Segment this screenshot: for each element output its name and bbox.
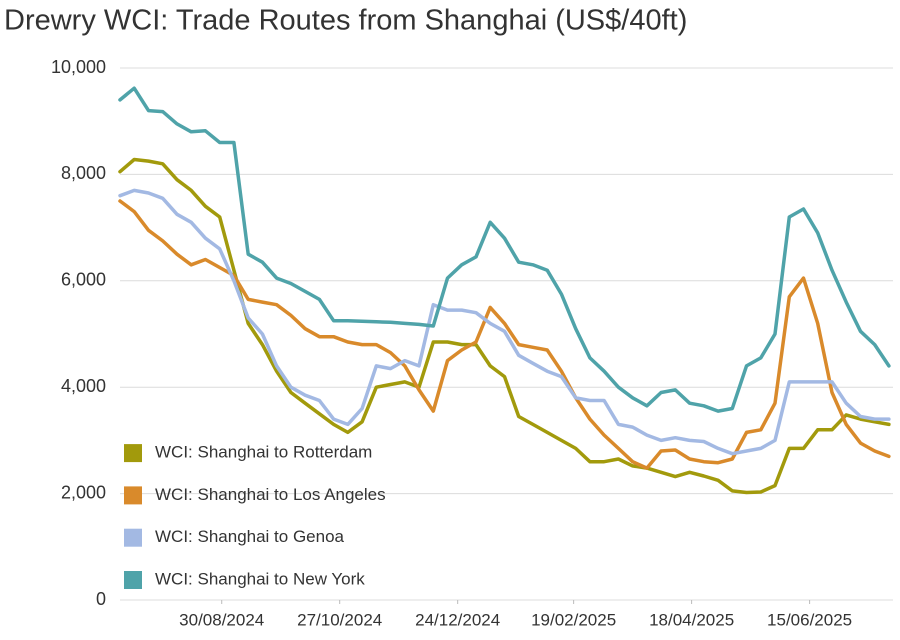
chart-title: Drewry WCI: Trade Routes from Shanghai (… (4, 5, 687, 37)
legend-swatch (124, 486, 142, 505)
y-tick-label: 4,000 (61, 376, 106, 396)
legend-item: WCI: Shanghai to Rotterdam (124, 443, 372, 463)
y-tick-label: 6,000 (61, 270, 106, 290)
x-tick-label: 19/02/2025 (531, 610, 616, 629)
x-tick-label: 15/06/2025 (767, 610, 852, 629)
y-tick-label: 8,000 (61, 163, 106, 183)
y-tick-label: 2,000 (61, 482, 106, 502)
legend-label: WCI: Shanghai to Los Angeles (155, 485, 386, 504)
x-tick-label: 27/10/2024 (297, 610, 382, 629)
legend-label: WCI: Shanghai to Genoa (155, 527, 345, 546)
series-line (118, 157, 891, 495)
series-line (118, 188, 891, 456)
legend-label: WCI: Shanghai to New York (155, 569, 365, 588)
x-tick-label: 30/08/2024 (179, 610, 264, 629)
series-line (118, 86, 891, 413)
y-tick-label: 0 (96, 589, 106, 609)
legend-swatch (124, 528, 142, 547)
legend-item: WCI: Shanghai to Los Angeles (124, 485, 386, 505)
legend-swatch (124, 444, 142, 463)
x-tick-label: 24/12/2024 (415, 610, 500, 629)
legend-swatch (124, 571, 142, 589)
x-tick-label: 18/04/2025 (649, 610, 734, 629)
y-tick-label: 10,000 (51, 57, 106, 77)
legend-item: WCI: Shanghai to Genoa (124, 527, 345, 547)
legend-item: WCI: Shanghai to New York (124, 569, 365, 589)
series-line (118, 199, 891, 470)
legend-label: WCI: Shanghai to Rotterdam (155, 443, 372, 462)
